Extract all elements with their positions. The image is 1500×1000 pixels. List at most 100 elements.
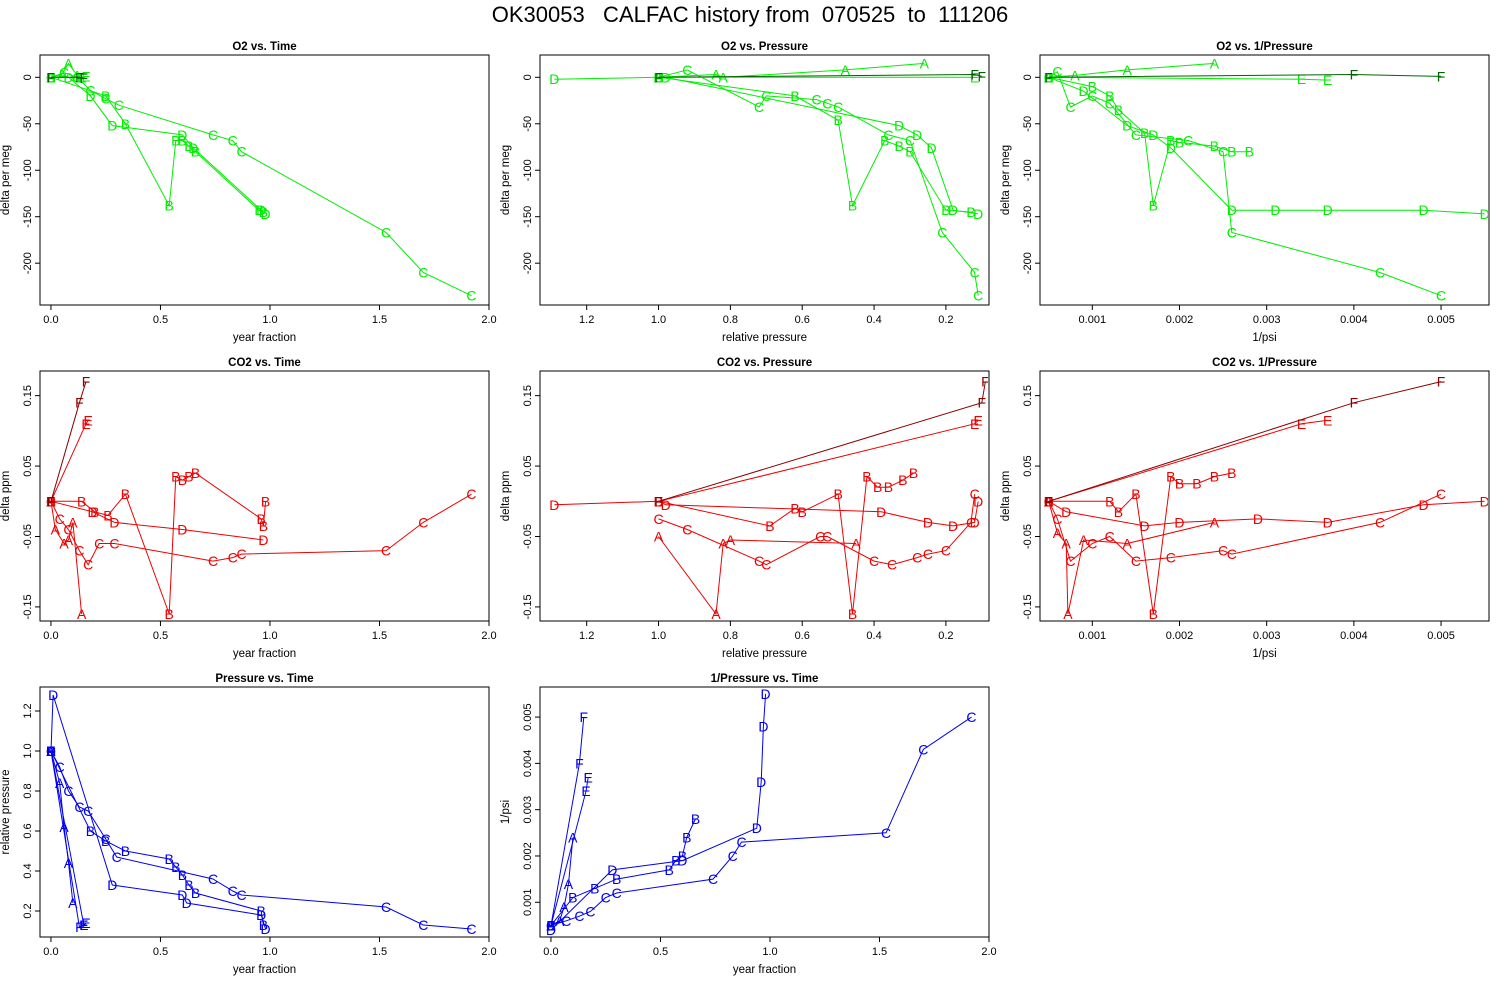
data-point-B: B: [257, 903, 266, 919]
y-tick-label: 0.002: [522, 842, 534, 870]
data-point-D: D: [876, 504, 886, 520]
data-point-C: C: [1436, 486, 1446, 502]
x-tick-label: 0.001: [1079, 630, 1107, 642]
x-tick-label: 0.6: [795, 630, 810, 642]
series-line-C: [550, 716, 972, 926]
data-point-A: A: [654, 528, 664, 544]
x-axis-label: year fraction: [233, 648, 296, 660]
data-point-B: B: [254, 202, 263, 218]
data-point-C: C: [466, 288, 476, 304]
data-point-B: B: [898, 472, 907, 488]
data-point-B: B: [184, 469, 193, 485]
x-tick-label: 0.5: [153, 946, 168, 958]
y-axis-label: delta per meg: [1000, 145, 1012, 215]
data-point-B: B: [568, 890, 577, 906]
x-tick-label: 1.0: [651, 314, 666, 326]
series-line-F: [50, 750, 85, 928]
data-point-F: F: [1350, 67, 1359, 83]
x-tick-label: 1.0: [262, 946, 277, 958]
data-point-C: C: [418, 264, 428, 280]
data-point-F: F: [978, 395, 987, 411]
data-point-D: D: [756, 774, 766, 790]
data-point-B: B: [184, 877, 193, 893]
data-point-D: D: [1323, 514, 1333, 530]
data-point-D: D: [177, 887, 187, 903]
y-tick-label: -0.05: [522, 524, 534, 549]
x-tick-label: 0.2: [938, 314, 953, 326]
data-point-E: E: [970, 416, 979, 432]
data-point-B: B: [678, 848, 687, 864]
data-point-B: B: [90, 504, 99, 520]
data-point-D: D: [1166, 140, 1176, 156]
x-tick-label: 0.6: [795, 314, 810, 326]
inverse-pressure-vs-time-panel: 1/Pressure vs. Time year fraction 1/psi 0.0…: [500, 670, 1000, 986]
data-point-C: C: [74, 543, 84, 559]
data-point-B: B: [178, 133, 187, 149]
data-point-D: D: [912, 127, 922, 143]
x-axis-label: relative pressure: [722, 648, 807, 660]
y-tick-label: 0.05: [1022, 455, 1034, 476]
data-point-F: F: [1437, 374, 1446, 390]
series-line-D: [50, 694, 267, 930]
x-tick-label: 1.2: [579, 630, 594, 642]
data-point-B: B: [86, 823, 95, 839]
data-point-A: A: [711, 606, 721, 622]
data-point-B: B: [798, 504, 807, 520]
data-point-B: B: [682, 829, 691, 845]
data-point-C: C: [381, 543, 391, 559]
data-point-E: E: [581, 783, 590, 799]
data-point-C: C: [966, 514, 976, 530]
y-tick-label: 0.4: [22, 863, 34, 878]
series-line-D: [1048, 500, 1485, 527]
data-point-B: B: [848, 606, 857, 622]
y-tick-label: 0.001: [522, 889, 534, 917]
x-tick-label: 0.4: [866, 314, 881, 326]
data-point-A: A: [711, 67, 721, 83]
data-point-C: C: [574, 908, 584, 924]
data-point-C: C: [728, 848, 738, 864]
data-point-B: B: [103, 507, 112, 523]
chart-svg: O2 vs. 1/Pressure 1/psi delta per meg 0.001…: [1000, 41, 1490, 344]
data-point-B: B: [1210, 138, 1219, 154]
data-point-C: C: [941, 543, 951, 559]
y-tick-label: 0: [522, 74, 534, 80]
data-point-B: B: [880, 133, 889, 149]
series-line-F: [50, 381, 87, 502]
chart-title: CO2 vs. 1/Pressure: [1212, 357, 1317, 369]
data-point-C: C: [1218, 543, 1228, 559]
data-point-C: C: [912, 550, 922, 566]
data-point-C: C: [466, 921, 476, 937]
y-tick-label: 1.0: [22, 743, 34, 758]
x-tick-label: 1.0: [262, 314, 277, 326]
x-tick-label: 0.0: [43, 946, 58, 958]
y-tick-label: 0.2: [22, 903, 34, 918]
data-point-B: B: [833, 112, 842, 128]
data-point-B: B: [121, 843, 130, 859]
data-point-F: F: [981, 374, 990, 390]
data-point-C: C: [682, 521, 692, 537]
data-point-C: C: [228, 883, 238, 899]
data-point-A: A: [1079, 532, 1089, 548]
data-point-D: D: [48, 687, 58, 703]
data-point-E: E: [84, 412, 93, 428]
series-line-F: [1048, 381, 1442, 502]
data-point-B: B: [1227, 144, 1236, 160]
data-point-F: F: [82, 374, 91, 390]
data-point-B: B: [191, 465, 200, 481]
data-point-D: D: [607, 862, 617, 878]
data-point-C: C: [1131, 553, 1141, 569]
series-line-A: [50, 501, 83, 615]
data-point-F: F: [580, 709, 589, 725]
y-tick-label: 0.15: [522, 385, 534, 406]
data-point-D: D: [1140, 518, 1150, 534]
series-line-F: [658, 73, 982, 78]
data-point-F: F: [1044, 69, 1053, 85]
data-point-D: D: [761, 686, 771, 702]
data-point-A: A: [851, 536, 861, 552]
data-point-C: C: [1375, 514, 1385, 530]
data-point-C: C: [812, 92, 822, 108]
data-point-D: D: [107, 877, 117, 893]
data-point-F: F: [654, 493, 663, 509]
data-point-B: B: [1131, 486, 1140, 502]
data-point-E: E: [1323, 412, 1332, 428]
